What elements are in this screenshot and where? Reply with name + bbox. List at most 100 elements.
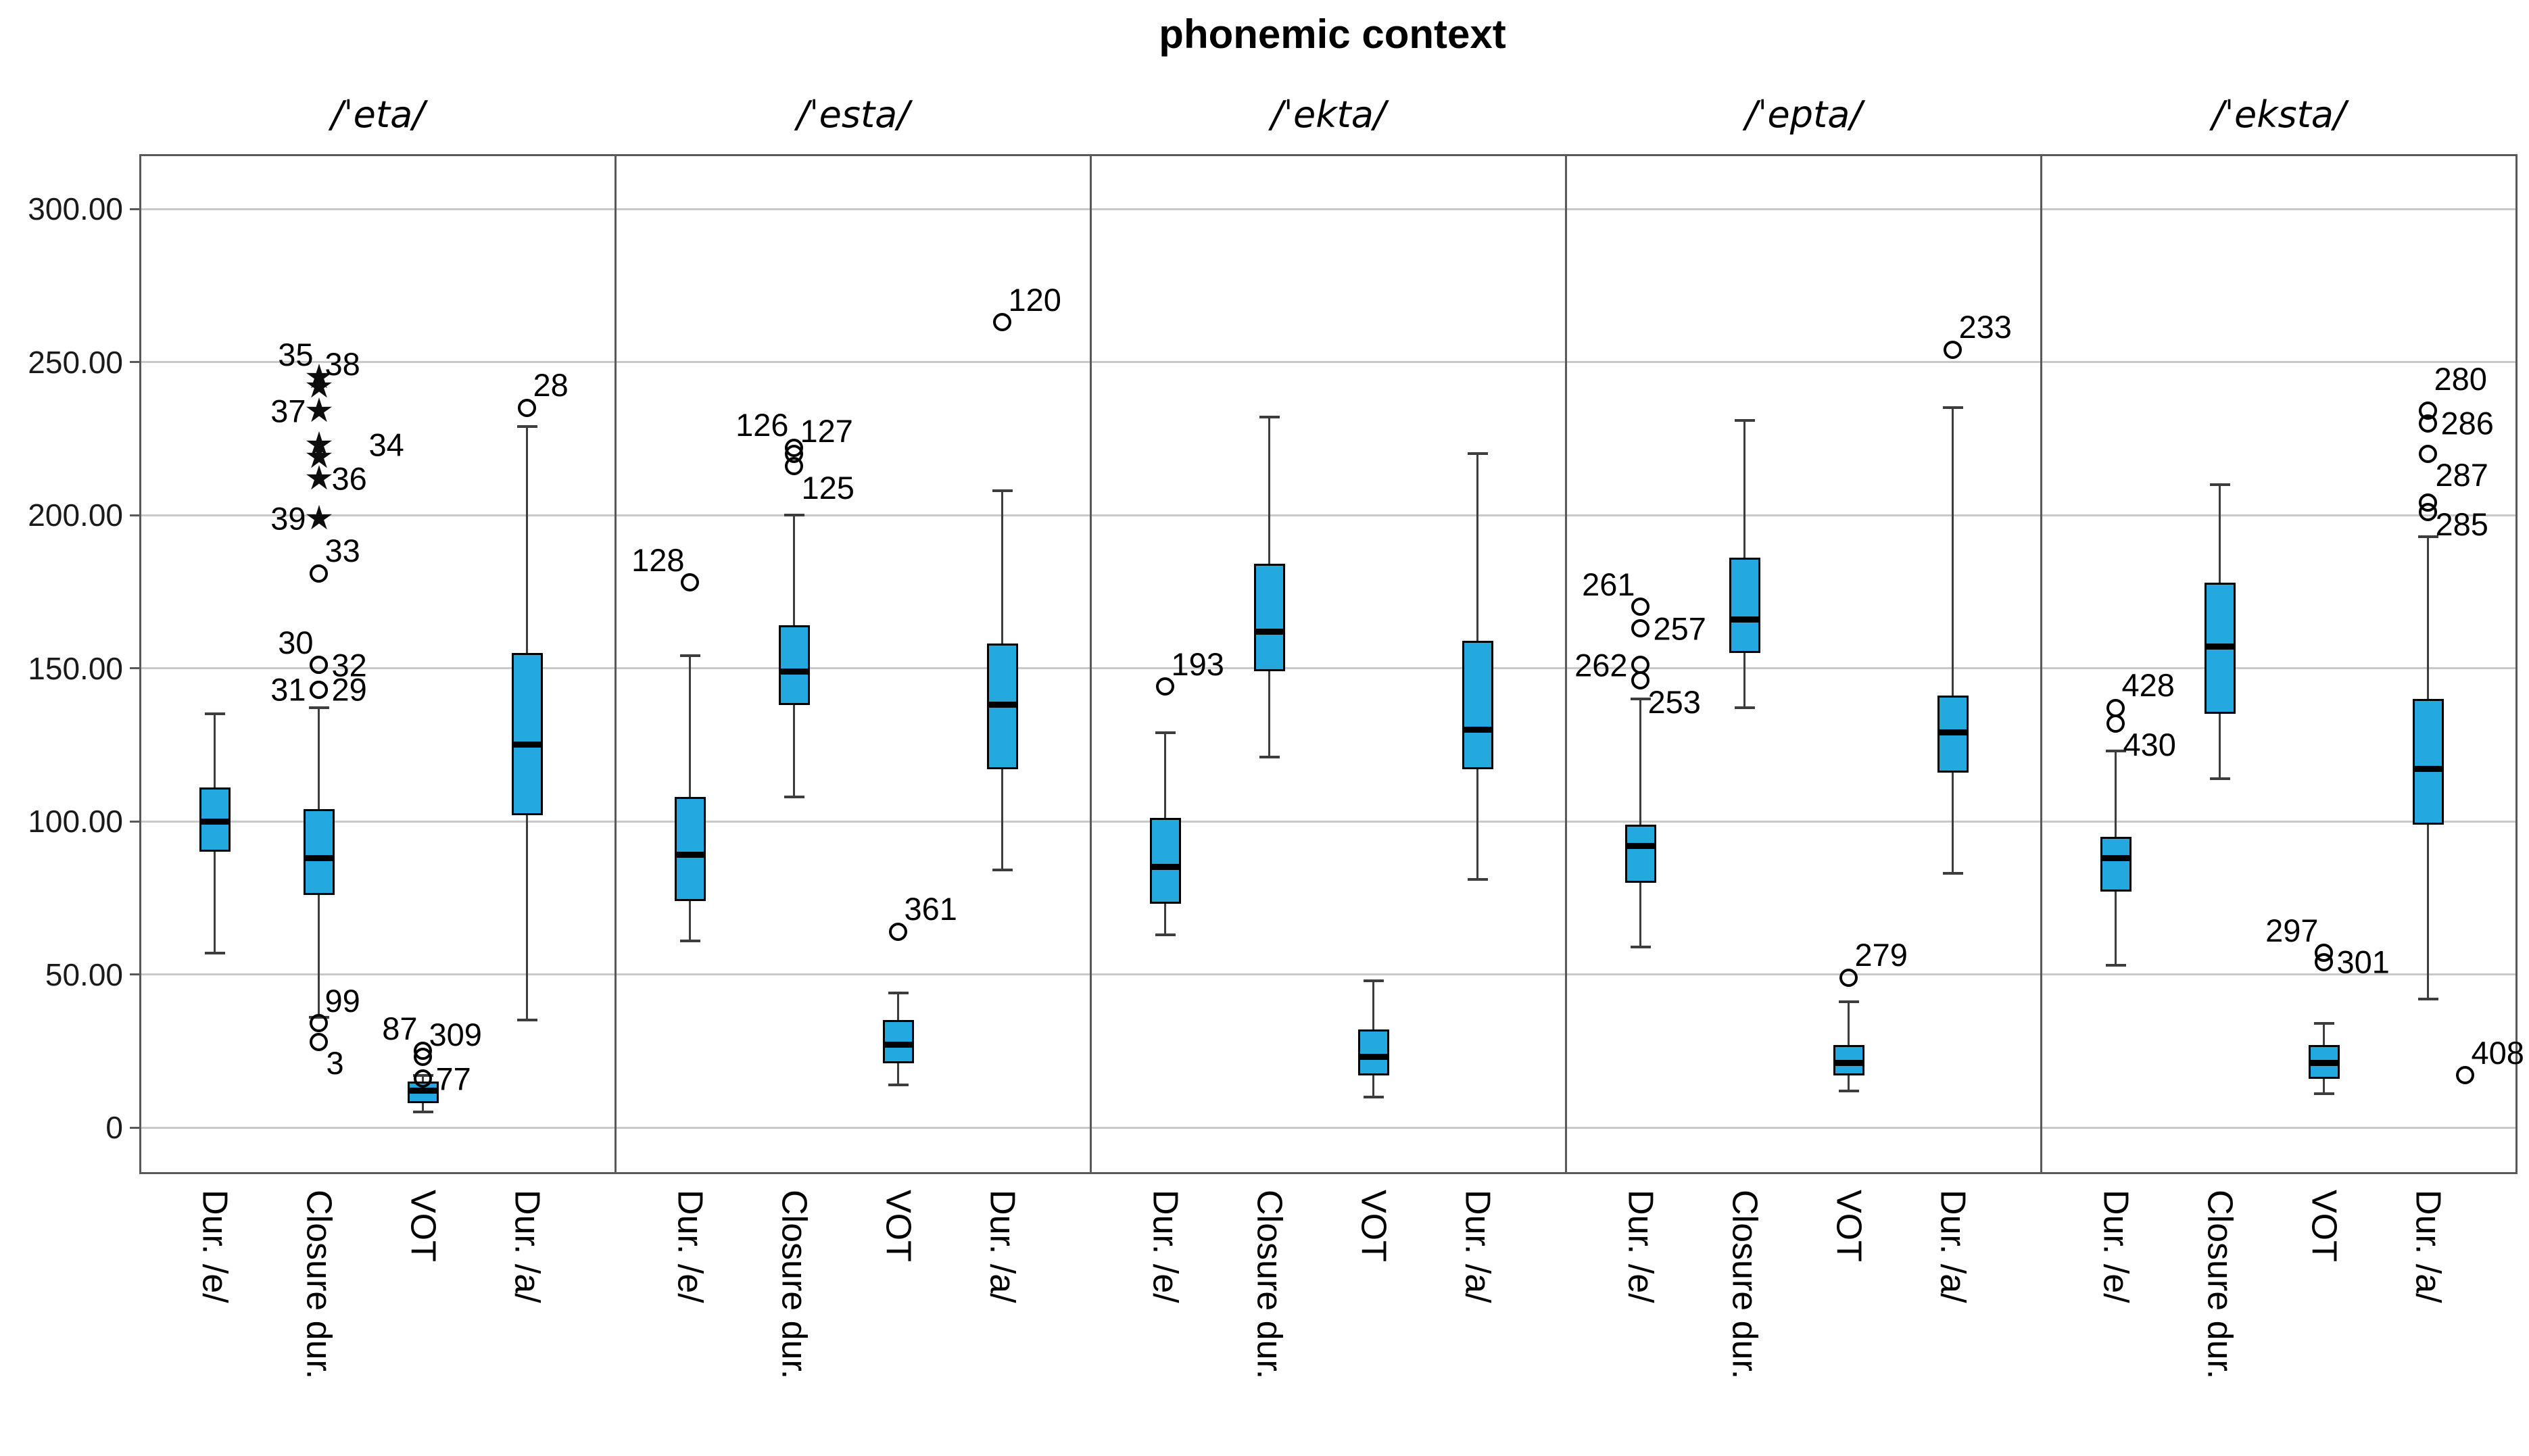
whisker-upper xyxy=(1001,490,1003,644)
outlier-circle-marker xyxy=(785,457,803,476)
boxplot-box xyxy=(1624,824,1656,883)
x-category-label: Dur. /a/ xyxy=(1458,1190,1497,1303)
whisker-upper xyxy=(897,992,899,1021)
chart-title: phonemic context xyxy=(1159,11,1506,57)
outlier-circle-marker xyxy=(310,564,328,583)
boxplot-box xyxy=(1149,818,1181,904)
whisker-cap-lower xyxy=(412,1111,433,1114)
outlier-label: 87 xyxy=(382,1010,418,1046)
x-category-label: Dur. /e/ xyxy=(1145,1190,1185,1303)
boxplot-box xyxy=(1253,564,1285,672)
gridline xyxy=(617,1126,1090,1129)
outlier-label: 257 xyxy=(1653,610,1706,647)
whisker-upper xyxy=(2115,750,2117,837)
gridline xyxy=(617,667,1090,669)
boxplot-box xyxy=(511,652,543,815)
median-line xyxy=(407,1088,439,1094)
outlier-label: 36 xyxy=(331,460,367,497)
outlier-circle-marker xyxy=(310,1014,328,1033)
median-line xyxy=(2308,1060,2340,1067)
whisker-lower xyxy=(1164,904,1166,935)
x-category-label: Dur. /e/ xyxy=(195,1190,235,1303)
outlier-label: 285 xyxy=(2435,506,2488,542)
whisker-cap-upper xyxy=(204,712,225,716)
gridline xyxy=(141,1126,615,1129)
gridline xyxy=(1092,1126,1565,1129)
gridline xyxy=(2042,361,2515,363)
y-axis-tick-label: 150.00 xyxy=(28,650,123,686)
outlier-star-marker xyxy=(306,431,332,456)
whisker-cap-upper xyxy=(308,706,329,710)
outlier-star-marker xyxy=(306,397,332,422)
x-category-label: Closure dur. xyxy=(2200,1190,2240,1380)
outlier-label: 428 xyxy=(2121,667,2175,704)
whisker-cap-lower xyxy=(2417,997,2438,1000)
outlier-circle-marker xyxy=(310,1032,328,1051)
outlier-label: 32 xyxy=(331,647,367,683)
median-line xyxy=(1833,1060,1864,1067)
whisker-cap-lower xyxy=(679,939,700,942)
whisker-cap-upper xyxy=(1467,452,1488,456)
whisker-cap-lower xyxy=(2105,963,2126,967)
boxplot-box xyxy=(2100,836,2131,892)
whisker-cap-lower xyxy=(1942,872,1963,875)
outlier-circle-marker xyxy=(1631,598,1649,616)
outlier-star-marker xyxy=(306,443,332,468)
median-line xyxy=(2412,766,2444,773)
whisker-upper xyxy=(1848,1002,1850,1045)
outlier-circle-marker xyxy=(1631,619,1649,638)
x-category-label: VOT xyxy=(1829,1190,1869,1262)
panel-title: /ˈepta/ xyxy=(1745,93,1862,136)
gridline xyxy=(617,514,1090,516)
median-line xyxy=(1357,1054,1389,1061)
whisker-cap-lower xyxy=(784,795,804,798)
outlier-label: 253 xyxy=(1647,683,1701,720)
boxplot-box xyxy=(1729,558,1760,653)
outlier-label: 33 xyxy=(324,533,360,569)
boxplot-panel: 428 430 297 301 280 286 287 285 408 xyxy=(2040,154,2524,1174)
whisker-lower xyxy=(2323,1078,2325,1094)
y-axis-tick-mark xyxy=(130,667,139,669)
median-line xyxy=(2100,854,2131,861)
outlier-label: 31 xyxy=(270,671,306,708)
outlier-label: 126 xyxy=(736,407,789,443)
gridline xyxy=(617,973,1090,975)
whisker-cap-upper xyxy=(1838,1000,1859,1004)
outlier-circle-marker xyxy=(993,313,1011,332)
gridline xyxy=(2042,514,2515,516)
outlier-label: 37 xyxy=(270,393,306,429)
outlier-star-marker xyxy=(306,372,332,397)
outlier-label: 77 xyxy=(435,1061,471,1097)
outlier-label: 193 xyxy=(1171,646,1224,682)
gridline xyxy=(1567,667,2040,669)
whisker-upper xyxy=(2427,536,2429,699)
outlier-circle-marker xyxy=(310,656,328,675)
gridline xyxy=(141,667,615,669)
median-line xyxy=(1729,616,1760,623)
outlier-circle-marker xyxy=(310,680,328,699)
whisker-upper xyxy=(1372,980,1374,1030)
outlier-label: 287 xyxy=(2435,457,2488,493)
gridline xyxy=(2042,667,2515,669)
whisker-upper xyxy=(1639,698,1641,825)
whisker-lower xyxy=(318,894,320,1017)
whisker-upper xyxy=(1476,454,1478,641)
median-line xyxy=(1253,628,1285,635)
outlier-star-marker xyxy=(306,504,332,529)
whisker-cap-upper xyxy=(888,991,909,994)
x-category-label: Dur. /e/ xyxy=(2096,1190,2136,1303)
outlier-label: 297 xyxy=(2265,912,2319,948)
x-category-label: VOT xyxy=(403,1190,443,1262)
gridline xyxy=(141,514,615,516)
whisker-lower xyxy=(2219,714,2221,779)
boxplot-box xyxy=(882,1020,914,1063)
y-axis-tick-label: 200.00 xyxy=(28,498,123,533)
outlier-label: 261 xyxy=(1582,566,1635,602)
outlier-circle-marker xyxy=(518,398,536,417)
y-axis-tick-label: 300.00 xyxy=(28,191,123,226)
outlier-label: 120 xyxy=(1008,281,1061,318)
outlier-circle-marker xyxy=(1839,968,1858,987)
y-axis-tick-label: 0 xyxy=(105,1110,123,1145)
whisker-cap-lower xyxy=(204,951,225,954)
